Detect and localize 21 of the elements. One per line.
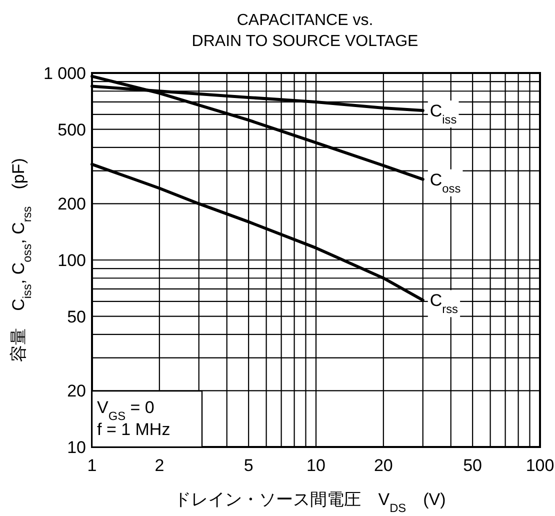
annotation: f = 1 MHz <box>97 420 170 439</box>
x-tick-label: 100 <box>526 456 554 475</box>
annotation: V$_{GS}$ = 0 <box>97 398 154 423</box>
y-tick-label: 1 000 <box>43 64 86 83</box>
y-tick-label: 200 <box>58 194 86 214</box>
x-tick-label: 20 <box>374 456 393 475</box>
x-tick-label: 2 <box>154 456 164 475</box>
y-tick-label: 100 <box>58 251 86 270</box>
title: CAPACITANCE vs. DRAIN TO SOURCE VOLTAGE <box>192 12 418 50</box>
series-label: C$_{iss}$ <box>430 102 457 127</box>
series-label: C$_{rss}$ <box>430 291 458 316</box>
y-tick-label: 50 <box>67 307 86 326</box>
x-tick-label: 50 <box>463 456 482 475</box>
x-tick-label: 10 <box>306 456 326 475</box>
series-label: C$_{oss}$ <box>430 170 461 196</box>
y-tick-label: 500 <box>58 120 86 140</box>
x-tick-label: 5 <box>244 456 254 475</box>
x-tick-label: 1 <box>87 456 97 475</box>
text: ドレイン・ソース間電圧 V$_{DS}$ (V) <box>174 490 446 515</box>
y-tick-label: 10 <box>67 438 86 457</box>
y-tick-label: 20 <box>67 382 86 401</box>
